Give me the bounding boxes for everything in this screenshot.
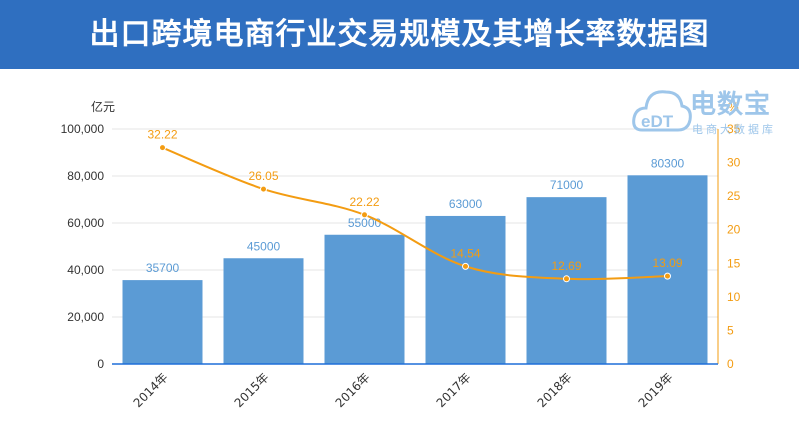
line-value-label: 14.54 [450, 246, 480, 260]
line-value-label: 26.05 [248, 169, 278, 183]
cloud-logo-icon: eDT [632, 90, 692, 132]
line-point [563, 275, 570, 283]
y-left-tick-label: 40,000 [67, 263, 104, 277]
line-point [361, 211, 368, 219]
bar-value-label: 63000 [449, 197, 483, 211]
bar-value-label: 80300 [651, 156, 685, 170]
y-right-tick-label: 10 [727, 290, 741, 304]
watermark-tagline: 电商大数据库 [692, 123, 776, 136]
y-right-tick-label: 25 [727, 189, 741, 203]
bar [627, 175, 708, 364]
x-tick-label: 2019年 [636, 370, 676, 410]
line-value-label: 22.22 [349, 195, 379, 209]
x-tick-label: 2016年 [333, 370, 373, 410]
y-right-tick-label: 0 [727, 357, 734, 371]
y-left-tick-label: 0 [97, 357, 104, 371]
line-value-label: 12.69 [551, 259, 581, 273]
growth-line [162, 146, 668, 281]
line-value-label: 13.09 [652, 256, 682, 270]
line-point [462, 262, 469, 270]
bar [425, 215, 506, 364]
y-left-tick-label: 20,000 [67, 310, 104, 324]
line-value-label: 32.22 [147, 128, 177, 142]
x-tick-label: 2017年 [434, 370, 474, 410]
line-point [664, 272, 671, 280]
bar [122, 280, 203, 364]
watermark-brand: 电数宝 [690, 90, 772, 120]
y-right-unit: % [728, 100, 739, 114]
y-left-unit: 亿元 [91, 99, 115, 114]
y-right-tick-label: 15 [727, 256, 741, 270]
x-tick-label: 2014年 [131, 370, 171, 410]
bar-value-label: 71000 [550, 178, 584, 192]
y-left-tick-label: 60,000 [67, 216, 104, 230]
x-tick-label: 2015年 [232, 370, 272, 410]
y-left-tick-label: 100,000 [61, 122, 105, 136]
bar [223, 258, 304, 364]
chart-title: 出口跨境电商行业交易规模及其增长率数据图 [89, 17, 710, 52]
y-left-tick-label: 80,000 [67, 169, 104, 183]
y-right-tick-label: 30 [727, 156, 741, 170]
bar [324, 234, 405, 364]
line-point [159, 144, 166, 152]
y-right-tick-label: 20 [727, 223, 741, 237]
title-banner [0, 0, 799, 69]
line-point [260, 185, 267, 193]
logo-text: eDT [641, 112, 674, 131]
bar-value-label: 35700 [146, 261, 180, 275]
y-right-tick-label: 5 [727, 323, 734, 337]
bar-value-label: 45000 [247, 239, 281, 253]
y-right-tick-label: 35 [727, 122, 741, 136]
x-tick-label: 2018年 [535, 370, 575, 410]
watermark-logo: eDT 电数宝 电商大数据库 [632, 80, 792, 140]
